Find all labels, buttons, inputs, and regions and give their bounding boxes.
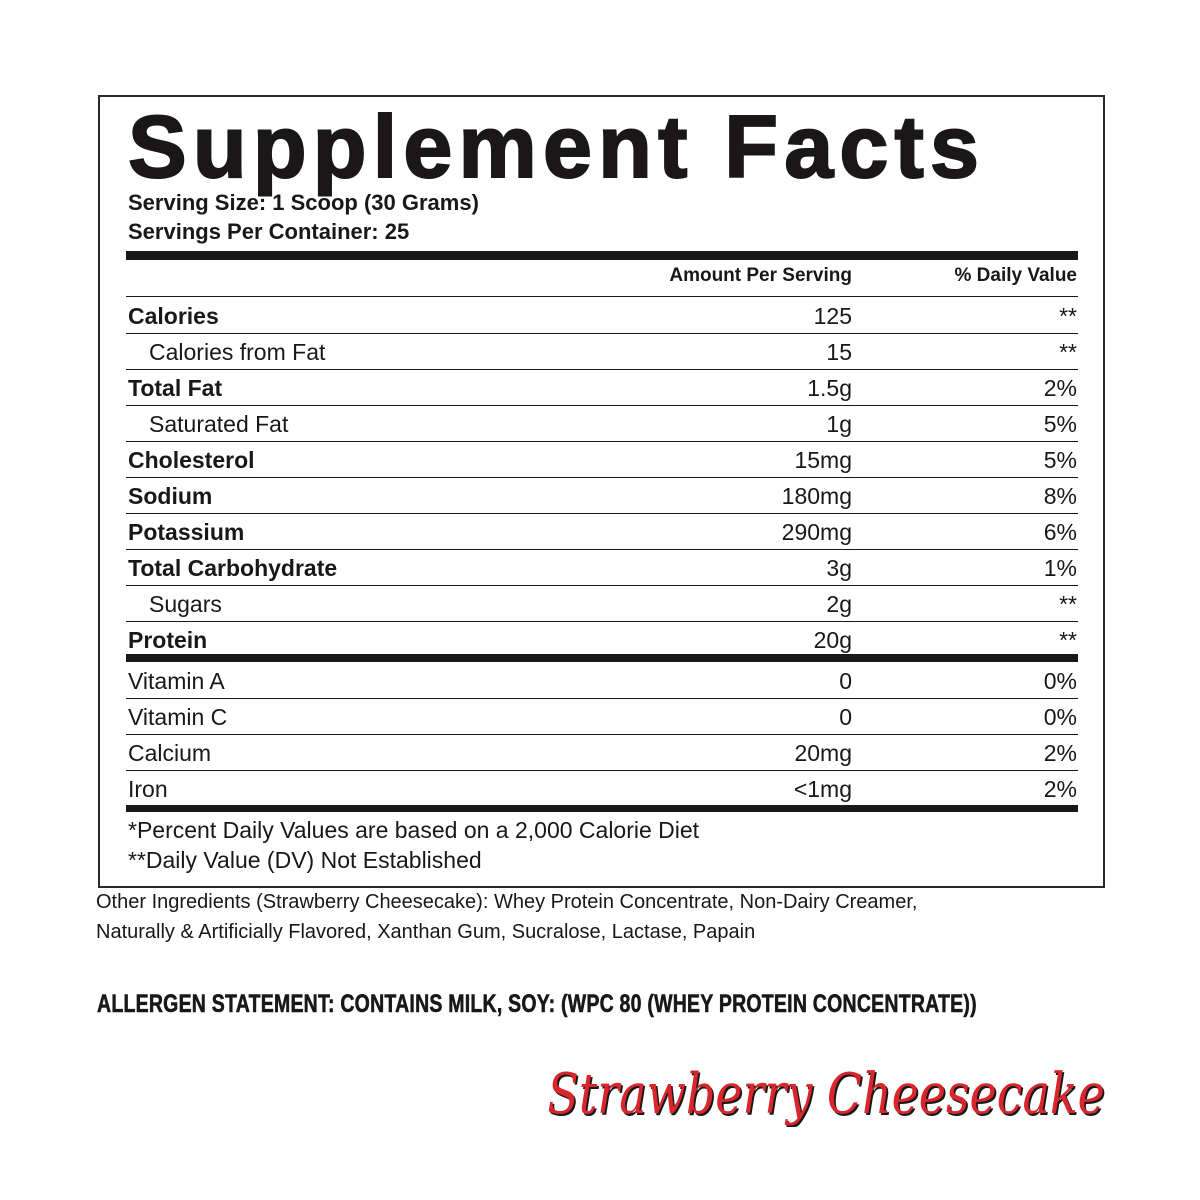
- nutrient-amount: 20g: [813, 627, 852, 653]
- nutrient-amount: 125: [813, 303, 852, 329]
- nutrient-amount: 180mg: [781, 483, 852, 509]
- ingredients-line: Naturally & Artificially Flavored, Xanth…: [96, 921, 756, 943]
- nutrient-name: Potassium: [128, 519, 245, 545]
- nutrient-row: Protein 20g **: [126, 622, 1078, 658]
- nutrient-row: Calories 125 **: [126, 298, 1078, 334]
- nutrient-row: Calcium 20mg 2%: [126, 735, 1078, 771]
- dv-header: % Daily Value: [954, 265, 1077, 286]
- nutrient-name: Total Carbohydrate: [128, 555, 338, 581]
- nutrient-daily-value: 0%: [1043, 668, 1077, 694]
- nutrient-amount: 290mg: [781, 519, 852, 545]
- nutrient-name: Calories: [128, 303, 219, 329]
- nutrient-amount: 20mg: [794, 740, 852, 766]
- nutrient-row: Cholesterol 15mg 5%: [126, 442, 1078, 478]
- nutrient-daily-value: 5%: [1043, 447, 1077, 473]
- nutrient-name: Saturated Fat: [149, 411, 289, 437]
- nutrient-daily-value: 2%: [1043, 740, 1077, 766]
- ingredients-line: Other Ingredients (Strawberry Cheesecake…: [96, 891, 918, 913]
- nutrient-amount: 2g: [826, 591, 852, 617]
- nutrient-name: Calories from Fat: [149, 339, 326, 365]
- nutrient-name: Calcium: [128, 740, 212, 766]
- nutrient-name: Sugars: [149, 591, 222, 617]
- nutrient-daily-value: 0%: [1043, 704, 1077, 730]
- divider: [126, 296, 1078, 297]
- nutrient-daily-value: 6%: [1043, 519, 1077, 545]
- nutrient-name: Sodium: [128, 483, 213, 509]
- footnote: *Percent Daily Values are based on a 2,0…: [128, 817, 700, 843]
- nutrient-daily-value: 1%: [1043, 555, 1077, 581]
- nutrient-row: Vitamin A 0 0%: [126, 663, 1078, 699]
- nutrient-daily-value: 2%: [1043, 375, 1077, 401]
- nutrient-amount: 1.5g: [807, 375, 852, 401]
- nutrient-row: Potassium 290mg 6%: [126, 514, 1078, 550]
- nutrient-daily-value: **: [1059, 303, 1077, 329]
- servings-per-container: Servings Per Container: 25: [128, 219, 410, 244]
- nutrient-row: Vitamin C 0 0%: [126, 699, 1078, 735]
- flavor-name: Strawberry Cheesecake: [547, 1062, 1105, 1127]
- amount-header: Amount Per Serving: [669, 265, 852, 286]
- thick-divider: [126, 805, 1078, 812]
- nutrient-name: Protein: [128, 627, 208, 653]
- panel-title: Supplement Facts: [127, 96, 986, 197]
- nutrient-daily-value: **: [1059, 627, 1077, 653]
- nutrient-row: Iron <1mg 2%: [126, 771, 1078, 807]
- nutrient-daily-value: 2%: [1043, 776, 1077, 802]
- nutrient-row: Sugars 2g **: [126, 586, 1078, 622]
- nutrient-row: Total Fat 1.5g 2%: [126, 370, 1078, 406]
- nutrient-daily-value: **: [1059, 339, 1077, 365]
- serving-size: Serving Size: 1 Scoop (30 Grams): [128, 190, 479, 215]
- nutrient-name: Cholesterol: [128, 447, 255, 473]
- nutrient-amount: 1g: [826, 411, 852, 437]
- nutrient-daily-value: 8%: [1043, 483, 1077, 509]
- nutrient-row: Calories from Fat 15 **: [126, 334, 1078, 370]
- nutrient-row: Total Carbohydrate 3g 1%: [126, 550, 1078, 586]
- nutrient-amount: <1mg: [793, 776, 852, 802]
- allergen-statement: ALLERGEN STATEMENT: CONTAINS MILK, SOY: …: [97, 990, 977, 1019]
- nutrient-amount: 0: [839, 668, 852, 694]
- thick-divider: [126, 654, 1078, 662]
- nutrient-amount: 15: [826, 339, 852, 365]
- thick-divider: [126, 251, 1078, 260]
- nutrient-daily-value: **: [1059, 591, 1077, 617]
- nutrient-daily-value: 5%: [1043, 411, 1077, 437]
- nutrient-amount: 3g: [826, 555, 852, 581]
- nutrient-name: Iron: [128, 776, 168, 802]
- nutrient-amount: 0: [839, 704, 852, 730]
- nutrient-name: Vitamin A: [128, 668, 225, 694]
- nutrient-amount: 15mg: [794, 447, 852, 473]
- facts-panel-border: [98, 95, 1105, 888]
- nutrient-row: Saturated Fat 1g 5%: [126, 406, 1078, 442]
- nutrient-name: Vitamin C: [128, 704, 228, 730]
- footnote: **Daily Value (DV) Not Established: [128, 847, 482, 873]
- nutrient-name: Total Fat: [128, 375, 223, 401]
- nutrient-row: Sodium 180mg 8%: [126, 478, 1078, 514]
